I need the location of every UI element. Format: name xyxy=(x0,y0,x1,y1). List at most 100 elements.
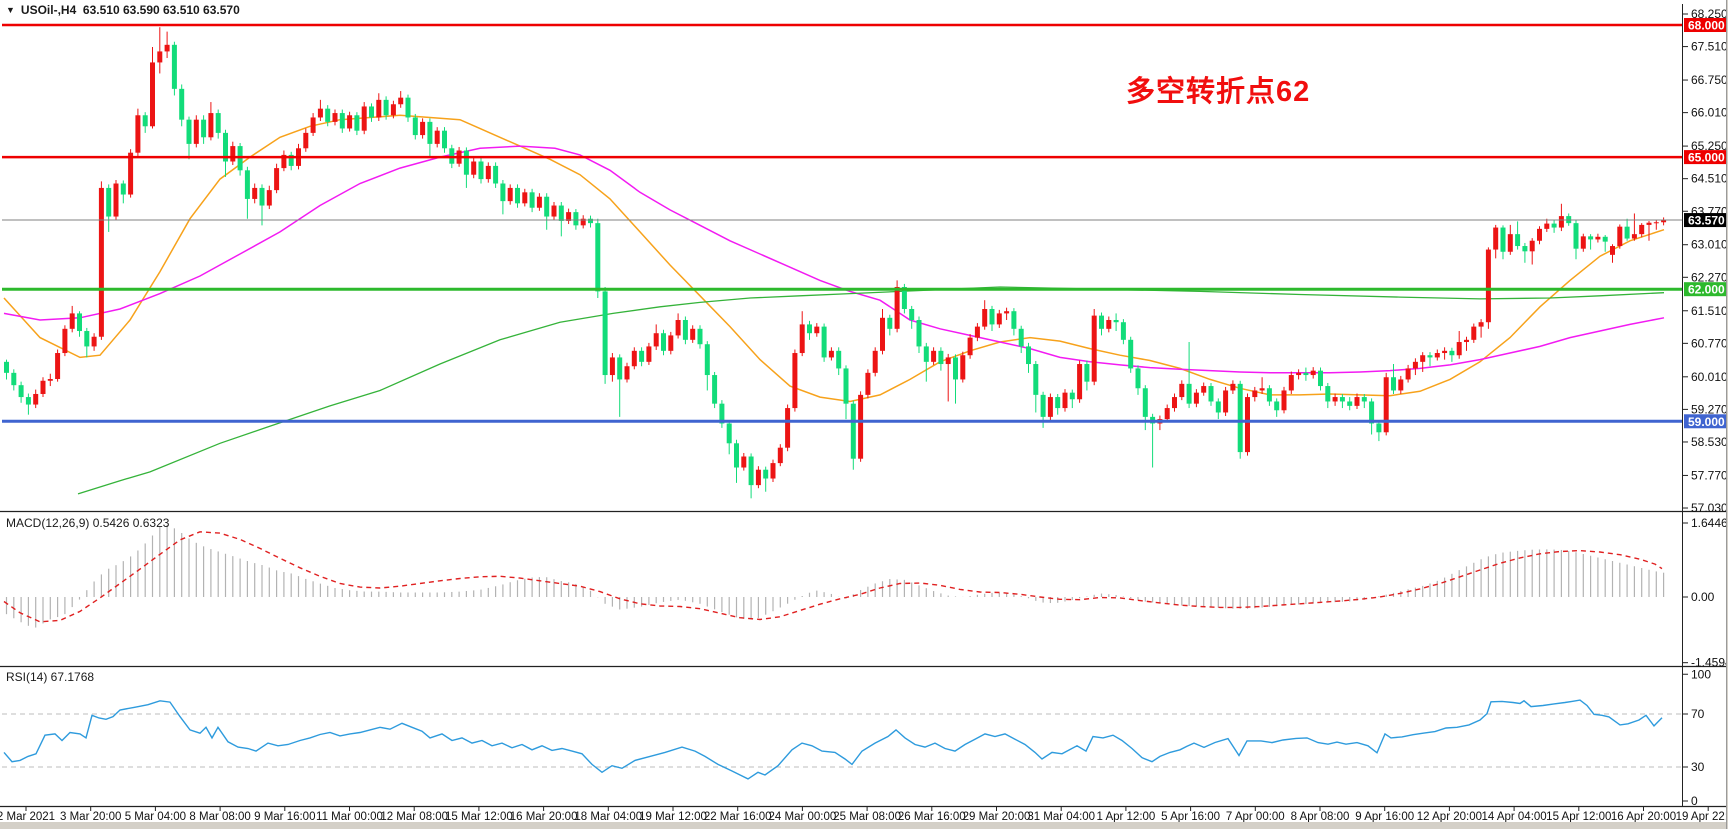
candle xyxy=(916,316,922,354)
time-tick-label: 26 Mar 16:00 xyxy=(898,811,966,823)
price-level-badge xyxy=(1684,150,1728,165)
candle xyxy=(1471,323,1477,343)
symbol-dropdown-icon[interactable]: ▼ xyxy=(6,5,15,15)
candle xyxy=(354,112,360,136)
candle xyxy=(1259,377,1265,394)
candle xyxy=(712,371,718,409)
candle xyxy=(785,404,791,452)
candle xyxy=(1339,393,1345,409)
candle xyxy=(1631,213,1637,241)
candle xyxy=(1493,224,1499,259)
macd-panel[interactable] xyxy=(3,525,1665,628)
candle xyxy=(1318,367,1323,391)
price-axis[interactable]: 68.25067.51066.75066.01065.25064.51063.7… xyxy=(1683,7,1728,808)
price-level-badge-text: 59.000 xyxy=(1688,415,1725,429)
candle xyxy=(617,354,623,417)
candle xyxy=(843,365,849,420)
candle xyxy=(1091,309,1097,386)
candle xyxy=(1522,242,1528,263)
candle xyxy=(1128,336,1134,373)
time-tick-label: 19 Apr 22:00 xyxy=(1676,811,1728,823)
candle xyxy=(741,452,747,471)
candle xyxy=(266,185,272,210)
price-tick-label: 57.030 xyxy=(1691,501,1728,515)
candle xyxy=(252,183,258,204)
main-price-panel[interactable] xyxy=(2,23,1682,499)
candle xyxy=(573,209,579,230)
candle xyxy=(1617,224,1623,249)
time-tick-label: 9 Mar 16:00 xyxy=(254,811,315,823)
candle xyxy=(945,353,951,402)
candle xyxy=(47,373,53,387)
candle xyxy=(18,381,24,403)
candle xyxy=(1456,331,1462,359)
candle xyxy=(639,347,645,367)
price-tick-label: 68.250 xyxy=(1691,7,1728,21)
candle xyxy=(1274,398,1280,417)
candle xyxy=(989,305,995,332)
macd-axis-label: 0.00 xyxy=(1691,590,1715,604)
candle xyxy=(77,311,82,337)
candle xyxy=(120,180,126,204)
candle xyxy=(1588,234,1594,250)
candle xyxy=(1434,349,1440,361)
time-tick-label: 1 Apr 12:00 xyxy=(1096,811,1155,823)
candle xyxy=(398,91,404,108)
candle xyxy=(1507,224,1513,255)
price-tick-label: 66.010 xyxy=(1691,106,1728,120)
candle xyxy=(1106,316,1112,333)
candle xyxy=(135,108,141,157)
ohlc-header-text: USOil-,H4 63.510 63.590 63.510 63.570 xyxy=(20,3,240,17)
candle xyxy=(1500,225,1506,260)
candle xyxy=(1325,382,1331,409)
candle xyxy=(1412,358,1418,376)
candle xyxy=(755,466,761,489)
candle xyxy=(1099,312,1104,336)
candle xyxy=(865,369,871,399)
candle xyxy=(332,109,338,126)
candle xyxy=(325,105,331,127)
candle xyxy=(821,323,827,362)
candle xyxy=(588,215,593,228)
candle xyxy=(558,202,564,237)
candle xyxy=(463,147,469,188)
candle xyxy=(1230,380,1236,394)
time-axis[interactable]: 2 Mar 2021 3 Mar 20:00 5 Mar 04:00 8 Mar 08… xyxy=(0,807,1728,823)
price-level-badge-text: 63.570 xyxy=(1688,214,1725,228)
candle xyxy=(960,351,966,383)
candle xyxy=(1558,203,1564,232)
price-tick-label: 61.510 xyxy=(1691,304,1728,318)
price-tick-label: 66.750 xyxy=(1691,73,1728,87)
candle xyxy=(551,202,557,220)
candle xyxy=(1004,307,1010,321)
rsi-axis-label: 30 xyxy=(1691,760,1705,774)
candle xyxy=(40,377,46,398)
candle xyxy=(164,31,170,59)
candle xyxy=(836,347,842,376)
time-tick-label: 31 Mar 04:00 xyxy=(1027,811,1095,823)
candle xyxy=(1383,372,1389,436)
price-level-badge xyxy=(1684,414,1728,429)
candle xyxy=(1201,382,1207,396)
candle xyxy=(595,218,601,298)
candle xyxy=(1537,226,1542,245)
rsi-panel[interactable] xyxy=(2,699,1682,780)
candle xyxy=(1464,336,1469,351)
time-tick-label: 19 Mar 12:00 xyxy=(639,811,707,823)
candle xyxy=(1069,389,1075,409)
candle xyxy=(1354,393,1360,409)
candle xyxy=(1018,325,1024,354)
candle xyxy=(420,118,426,139)
candle xyxy=(1303,367,1309,381)
time-tick-label: 25 Mar 08:00 xyxy=(833,811,901,823)
candle xyxy=(1361,393,1367,409)
candle xyxy=(113,179,119,220)
candle xyxy=(1646,220,1652,241)
ma-green xyxy=(77,286,1665,495)
candle xyxy=(580,215,586,229)
candle xyxy=(792,349,798,412)
candle xyxy=(1376,420,1382,442)
candle xyxy=(1120,319,1126,345)
candle xyxy=(690,325,696,343)
